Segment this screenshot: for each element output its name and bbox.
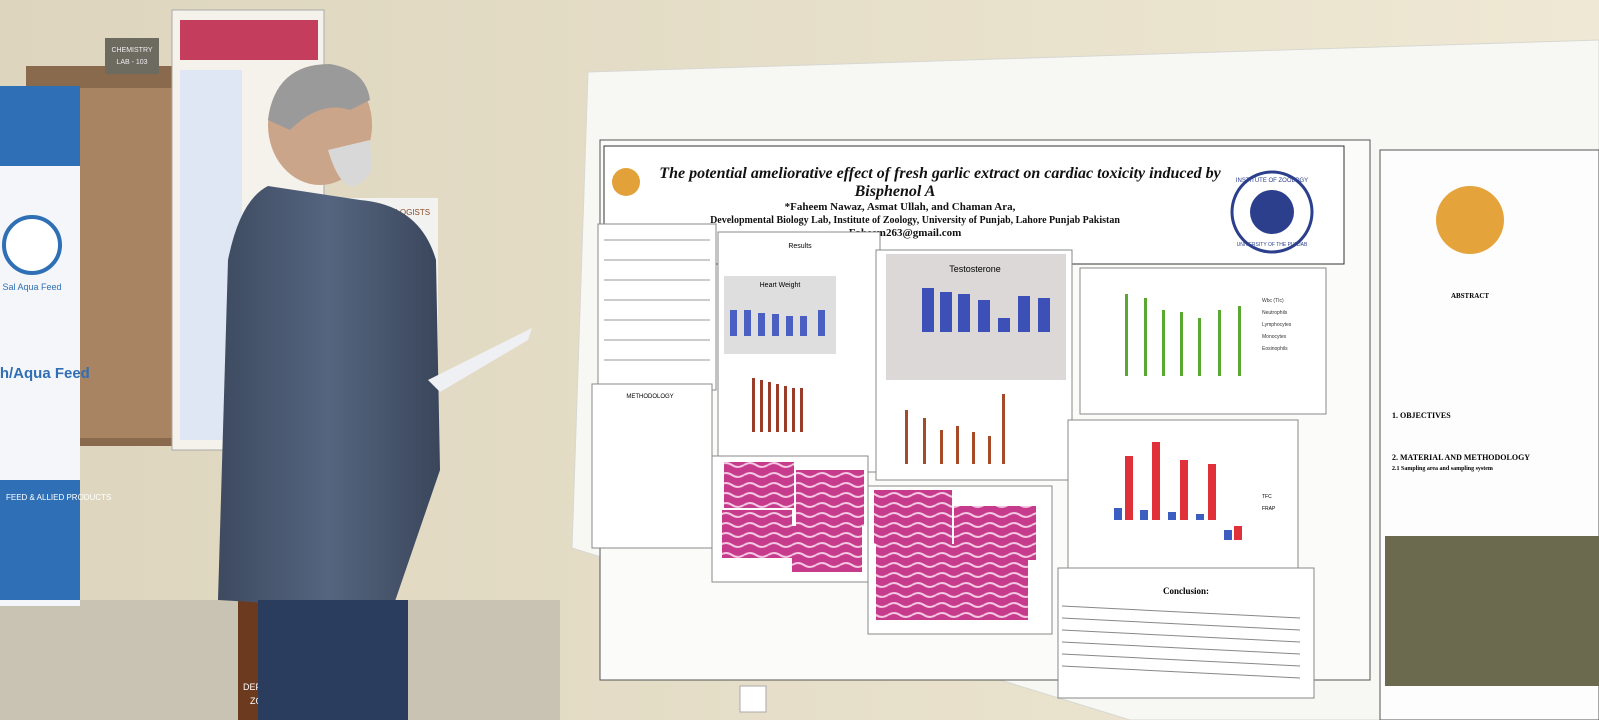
poster-logo-left (612, 168, 640, 196)
decor-bars (1114, 508, 1232, 540)
intro-panel (597, 223, 717, 391)
text-lines (604, 239, 710, 361)
decor-bars (752, 378, 803, 432)
legend-item: Wbc (TIc) (1262, 298, 1284, 304)
chart-panel (886, 254, 1066, 380)
legend-item: TFC (1262, 494, 1272, 500)
decor-bars (922, 288, 1050, 332)
legend: Wbc (TIc) Neutrophils Lymphocytes Monocy… (1262, 298, 1292, 352)
legend-item: Lymphocytes (1262, 322, 1292, 328)
banner-brand: Sal Aqua Feed (2, 282, 61, 292)
text-lines (1061, 605, 1301, 679)
poster-logo-inner (1250, 190, 1294, 234)
legend-item: Monocytes (1262, 334, 1287, 340)
side-heading: 1. OBJECTIVES (1392, 411, 1451, 420)
handout (428, 328, 532, 392)
histology-image (724, 462, 794, 508)
method-panel (591, 383, 713, 549)
side-logo (1436, 186, 1504, 254)
banner-footer: FEED & ALLIED PRODUCTS (6, 493, 111, 502)
side-heading: ABSTRACT (1451, 292, 1489, 300)
logo-text: INSTITUTE OF ZOOLOGY (1236, 178, 1308, 184)
man-jacket (218, 186, 440, 610)
banner-top (0, 86, 80, 166)
poster-title: The potential ameliorative effect of fre… (659, 165, 1221, 182)
decor-bars (905, 394, 1005, 464)
results-panel (1079, 267, 1327, 415)
poster-authors: *Faheem Nawaz, Asmat Ullah, and Chaman A… (785, 201, 1016, 213)
logo-text: UNIVERSITY OF THE PUNJAB (1237, 242, 1308, 248)
side-heading: 2.1 Sampling area and sampling system (1392, 466, 1493, 472)
poster-title: Bisphenol A (854, 183, 936, 200)
histology-image (792, 526, 862, 572)
door-sign (105, 38, 159, 74)
decor-bars (730, 310, 825, 336)
histology-image (874, 490, 952, 544)
histology-image (722, 510, 792, 558)
decor-bars (1125, 442, 1242, 540)
wall-socket (739, 685, 767, 713)
man-beard (328, 140, 372, 186)
legend-item: FRAP (1262, 506, 1276, 512)
sign-text: CHEMISTRY (111, 47, 152, 54)
door (80, 88, 180, 438)
banner-bottom (0, 480, 80, 600)
legend-item: Eosinophils (1262, 346, 1288, 352)
side-map (1385, 536, 1599, 686)
chart-title: Testosterone (949, 264, 1001, 274)
banner-slogan: Fish/Aqua Feed (0, 365, 90, 382)
methodology-heading: METHODOLOGY (626, 394, 673, 400)
results-heading: Results (788, 243, 812, 250)
poster-affiliation: Developmental Biology Lab, Institute of … (710, 215, 1120, 226)
histology-image (876, 544, 1028, 620)
sign-text: LAB - 103 (116, 59, 147, 66)
decor-bars (1125, 294, 1241, 376)
histology-image (796, 470, 864, 526)
man-trousers (258, 600, 408, 720)
chart-title: Heart Weight (760, 282, 801, 289)
chart-panel (724, 276, 836, 354)
man-hair (268, 64, 370, 130)
conclusion-heading: Conclusion: (1163, 586, 1209, 596)
legend-item: Neutrophils (1262, 310, 1288, 316)
side-heading: 2. MATERIAL AND METHODOLOGY (1392, 453, 1530, 462)
banner-logo (2, 215, 62, 275)
back-poster-header (180, 20, 318, 60)
